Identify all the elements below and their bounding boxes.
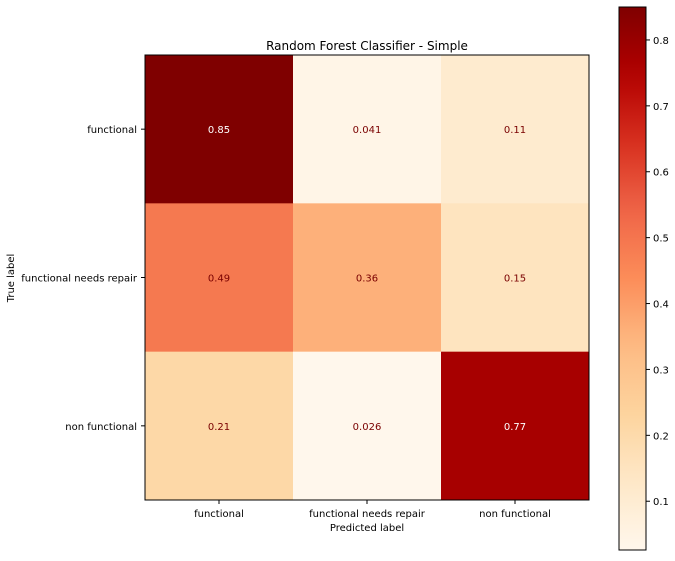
x-tick-label: non functional (479, 509, 551, 520)
x-axis-ticks: functional functional needs repair non fun… (194, 500, 551, 520)
colorbar-tick-label: 0.1 (653, 497, 669, 508)
x-tick-label: functional needs repair (309, 509, 426, 520)
heatmap-cell (441, 351, 590, 501)
colorbar (618, 6, 647, 551)
colorbar-tick-label: 0.5 (653, 234, 669, 245)
colorbar-tick-label: 0.7 (653, 102, 669, 113)
colorbar-tick-label: 0.3 (653, 365, 669, 376)
heatmap-cell-label: 0.041 (353, 125, 382, 136)
colorbar-tick-label: 0.8 (653, 36, 669, 47)
colorbar-ticks: 0.1 0.2 0.3 0.4 0.5 0.6 0.7 0.8 (646, 36, 669, 508)
y-axis-ticks: functional functional needs repair non fun… (21, 125, 145, 433)
heatmap-cell (441, 55, 590, 204)
y-axis-label: True label (6, 254, 17, 304)
y-tick-label: functional (87, 125, 137, 136)
heatmap-cell-label: 0.11 (504, 125, 526, 136)
y-tick-label: non functional (65, 422, 137, 433)
heatmap-cells (145, 55, 590, 501)
x-tick-label: functional (194, 509, 244, 520)
heatmap-cell (145, 55, 294, 204)
heatmap-cell-label: 0.36 (356, 274, 378, 285)
heatmap-cell-label: 0.15 (504, 274, 526, 285)
colorbar-tick-label: 0.2 (653, 431, 669, 442)
heatmap-cell-label: 0.85 (208, 125, 230, 136)
heatmap-cell (145, 351, 294, 501)
heatmap-cell (293, 55, 442, 204)
y-tick-label: functional needs repair (21, 274, 138, 285)
chart-title: Random Forest Classifier - Simple (266, 39, 468, 53)
colorbar-tick-label: 0.4 (653, 300, 669, 311)
heatmap-cell-labels: 0.85 0.041 0.11 0.49 0.36 0.15 0.21 0.026 0.77 (208, 125, 526, 433)
heatmap-cell (145, 203, 294, 353)
heatmap-cell-label: 0.77 (504, 422, 526, 433)
heatmap-cell-label: 0.21 (208, 422, 230, 433)
colorbar-tick-label: 0.6 (653, 168, 669, 179)
heatmap-cell (293, 351, 442, 501)
heatmap-cell-label: 0.49 (208, 274, 230, 285)
x-axis-label: Predicted label (330, 523, 404, 534)
heatmap-cell (441, 203, 590, 353)
heatmap-cell-label: 0.026 (353, 422, 382, 433)
heatmap-cell (293, 203, 442, 353)
